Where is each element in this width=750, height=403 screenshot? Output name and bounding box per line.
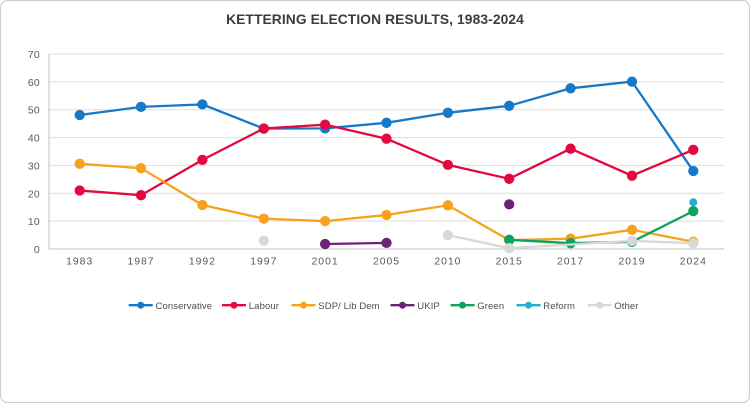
svg-text:2015: 2015 (496, 257, 523, 268)
svg-text:2001: 2001 (312, 257, 339, 268)
svg-text:1992: 1992 (189, 257, 216, 268)
svg-text:60: 60 (28, 78, 40, 89)
svg-text:Reform: Reform (543, 301, 575, 312)
svg-text:1987: 1987 (127, 257, 154, 268)
svg-text:0: 0 (34, 245, 40, 256)
svg-text:2005: 2005 (373, 257, 400, 268)
svg-text:2017: 2017 (557, 257, 584, 268)
svg-text:UKIP: UKIP (417, 301, 440, 312)
svg-text:2019: 2019 (618, 257, 645, 268)
svg-text:50: 50 (28, 106, 40, 117)
svg-text:40: 40 (28, 134, 40, 145)
svg-text:2010: 2010 (434, 257, 461, 268)
svg-text:SDP/ Lib Dem: SDP/ Lib Dem (318, 301, 379, 312)
svg-text:10: 10 (28, 217, 40, 228)
svg-text:70: 70 (28, 50, 40, 61)
svg-text:20: 20 (28, 189, 40, 200)
svg-text:Other: Other (614, 301, 638, 312)
svg-text:Labour: Labour (249, 301, 279, 312)
svg-text:2024: 2024 (680, 257, 707, 268)
svg-text:1983: 1983 (66, 257, 93, 268)
svg-text:Green: Green (477, 301, 504, 312)
svg-text:Conservative: Conservative (156, 301, 213, 312)
svg-text:30: 30 (28, 161, 40, 172)
svg-text:KETTERING ELECTION RESULTS, 19: KETTERING ELECTION RESULTS, 1983-2024 (226, 12, 524, 27)
svg-text:1997: 1997 (250, 257, 277, 268)
